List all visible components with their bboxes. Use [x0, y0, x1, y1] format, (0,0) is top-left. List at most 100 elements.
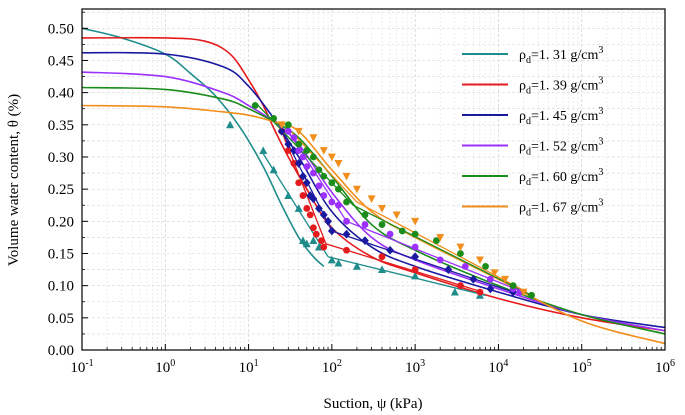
- data-point: [295, 179, 303, 187]
- data-point: [303, 163, 311, 171]
- data-point: [411, 230, 419, 238]
- data-point: [457, 282, 464, 290]
- data-point: [386, 230, 394, 238]
- data-point: [320, 172, 328, 180]
- data-point: [270, 114, 278, 122]
- data-point: [335, 185, 342, 193]
- data-point: [315, 182, 323, 190]
- data-point: [318, 237, 325, 245]
- data-point: [343, 246, 350, 254]
- data-point: [501, 275, 510, 284]
- x-tick-label: 101: [239, 358, 259, 376]
- x-tick-label: 105: [572, 358, 592, 376]
- data-point: [299, 153, 307, 161]
- data-point: [299, 171, 307, 181]
- data-point: [334, 258, 343, 267]
- data-point: [319, 210, 328, 220]
- data-point: [320, 243, 328, 251]
- data-point: [327, 153, 336, 162]
- y-tick-label: 0.25: [48, 182, 74, 198]
- data-point: [436, 256, 444, 264]
- data-point: [392, 211, 401, 220]
- data-point: [361, 236, 369, 246]
- fit-line: [325, 243, 484, 293]
- data-point: [302, 178, 311, 188]
- data-point: [444, 265, 453, 274]
- data-point: [378, 253, 386, 261]
- data-point: [284, 191, 293, 199]
- data-point: [486, 275, 494, 283]
- x-tick-label: 100: [155, 358, 175, 376]
- data-point: [294, 127, 303, 136]
- y-tick-label: 0.05: [48, 311, 74, 327]
- data-point: [519, 288, 528, 297]
- data-point: [324, 216, 332, 226]
- data-point: [469, 274, 478, 284]
- data-point: [411, 271, 420, 280]
- fit-curve: [82, 104, 665, 345]
- data-point: [327, 255, 336, 264]
- data-point: [315, 204, 323, 213]
- data-point: [343, 198, 350, 206]
- x-tick-label: 103: [405, 358, 425, 376]
- fit-curve: [82, 27, 325, 267]
- y-tick-label: 0.50: [48, 21, 74, 37]
- data-point: [284, 139, 293, 149]
- data-point: [284, 127, 292, 135]
- data-points: [226, 102, 535, 299]
- x-axis: 10-1 100 101 102 103 104 105 106: [70, 344, 675, 376]
- data-point: [306, 211, 314, 219]
- fit-curve: [82, 71, 665, 332]
- data-point: [294, 204, 303, 212]
- fit-line: [346, 220, 524, 293]
- x-axis-label: Suction, ψ (kPa): [324, 396, 423, 412]
- data-point: [327, 226, 336, 236]
- legend-label: ρd=1. 52 g/cm3: [519, 137, 603, 158]
- data-point: [456, 243, 465, 252]
- data-point: [303, 205, 311, 212]
- data-point: [328, 198, 336, 206]
- data-point: [309, 194, 318, 204]
- data-point: [320, 192, 328, 199]
- fit-line: [356, 201, 528, 293]
- data-point: [277, 126, 286, 136]
- data-point: [361, 211, 369, 219]
- data-point: [352, 262, 361, 270]
- legend: ρd=1. 31 g/cm3 ρd=1. 39 g/cm3 ρd=1. 45 g/c…: [462, 45, 603, 219]
- data-point: [450, 287, 459, 296]
- data-point: [378, 205, 387, 213]
- data-point: [475, 256, 484, 265]
- data-point: [251, 102, 259, 109]
- y-tick-label: 0.20: [48, 214, 74, 230]
- data-point: [411, 217, 420, 226]
- data-point: [226, 120, 235, 129]
- data-point: [319, 147, 328, 155]
- x-tick-label: 106: [655, 358, 675, 376]
- data-point: [334, 160, 343, 168]
- data-point: [411, 243, 419, 251]
- data-point: [433, 237, 440, 245]
- data-point: [290, 134, 298, 142]
- data-point: [528, 291, 535, 299]
- data-point: [259, 146, 268, 154]
- data-point: [290, 160, 298, 167]
- y-tick-label: 0.40: [48, 86, 74, 102]
- data-point: [411, 252, 420, 262]
- data-point: [309, 169, 317, 177]
- data-point: [302, 239, 311, 248]
- data-point: [398, 227, 406, 235]
- data-point: [303, 147, 311, 154]
- data-point: [309, 153, 317, 161]
- data-point: [411, 266, 419, 273]
- legend-label: ρd=1. 67 g/cm3: [519, 198, 603, 219]
- data-point: [342, 172, 351, 181]
- y-axis: 0.00 0.05 0.10 0.15 0.20 0.25 0.30 0.35 0.40 0.45…: [48, 11, 88, 359]
- data-point: [343, 217, 350, 225]
- data-point: [486, 284, 495, 294]
- data-point: [299, 192, 307, 199]
- data-point: [457, 250, 464, 257]
- y-tick-label: 0.35: [48, 118, 74, 134]
- data-point: [295, 140, 303, 148]
- data-point: [342, 229, 351, 239]
